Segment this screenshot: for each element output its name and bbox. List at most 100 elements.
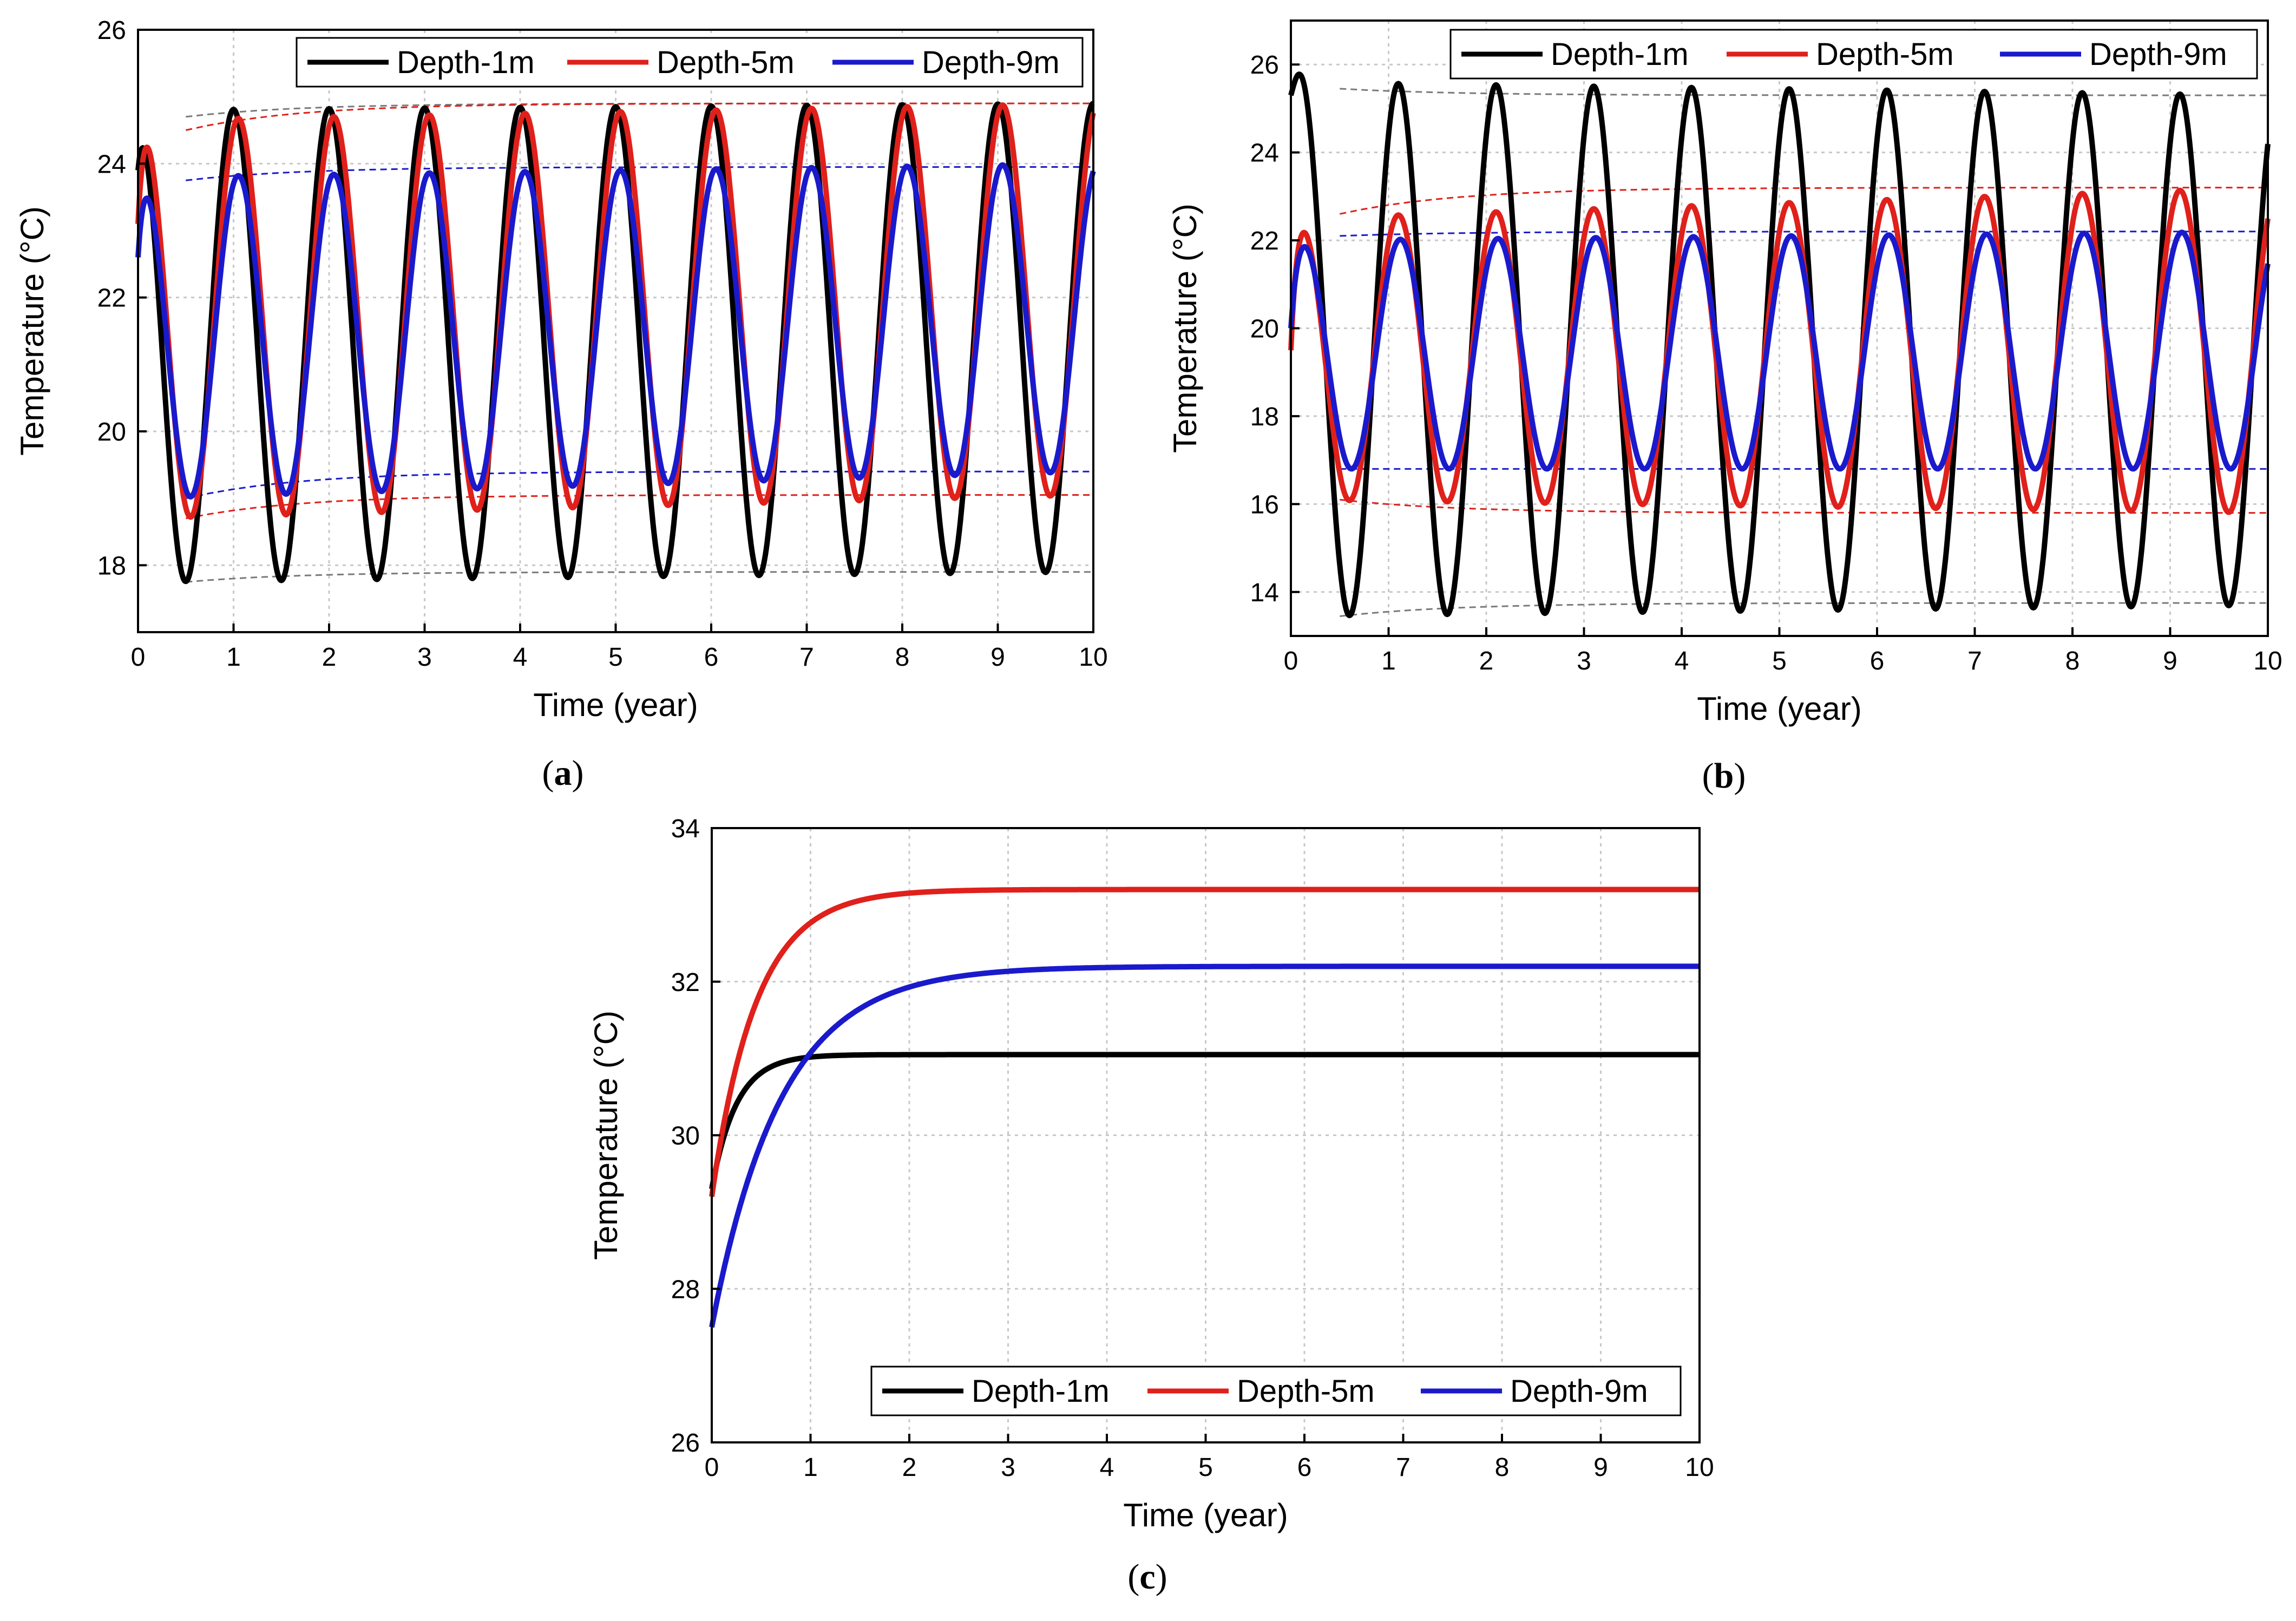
x-tick-label-7: 7 — [1967, 647, 1982, 675]
x-tick-label-2: 2 — [902, 1453, 917, 1482]
y-axis-title-b: Temperature (°C) — [1167, 204, 1203, 453]
panel-caption-letter-b: b — [1714, 756, 1734, 796]
legend-label-depth-9m-a: Depth-9m — [922, 45, 1060, 80]
x-tick-label-6: 6 — [704, 643, 719, 672]
x-tick-label-1: 1 — [1381, 647, 1396, 675]
envelope-line-a-3 — [186, 494, 1093, 520]
envelope-line-a-0 — [186, 102, 1093, 118]
x-tick-label-7: 7 — [1396, 1453, 1411, 1482]
legend-box-a — [296, 37, 1084, 88]
legend-label-depth-9m-c: Depth-9m — [1510, 1374, 1648, 1409]
x-tick-label-0: 0 — [1284, 647, 1298, 675]
y-tick-label-34: 34 — [671, 815, 700, 843]
x-tick-label-2: 2 — [1479, 647, 1494, 675]
x-tick-label-9: 9 — [1593, 1453, 1608, 1482]
x-tick-label-6: 6 — [1870, 647, 1885, 675]
series-line-depth-1m-c — [709, 1052, 1702, 1190]
x-tick-label-3: 3 — [417, 643, 432, 672]
y-tick-label-22: 22 — [97, 284, 126, 313]
legend-label-depth-1m-a: Depth-1m — [397, 45, 535, 80]
axis-ticks-a: 0 1 2 3 4 5 6 7 8 9 10 18 20 22 24 26 — [97, 16, 1108, 672]
x-axis-title-b: Time (year) — [1697, 691, 1861, 727]
grid-c — [712, 828, 1700, 1442]
y-tick-label-26: 26 — [1250, 51, 1279, 80]
y-tick-label-22: 22 — [1250, 227, 1279, 255]
x-tick-label-9: 9 — [2163, 647, 2177, 675]
panel-caption-a: (a) — [542, 753, 584, 793]
envelope-line-a-1 — [186, 571, 1093, 583]
series-line-depth-9m-b — [1288, 229, 2271, 472]
x-tick-label-9: 9 — [990, 643, 1005, 672]
legend-box-b — [1449, 29, 2258, 80]
y-tick-label-20: 20 — [1250, 315, 1279, 344]
legend-label-depth-5m-c: Depth-5m — [1237, 1374, 1375, 1409]
x-tick-label-10: 10 — [1079, 643, 1107, 672]
x-tick-label-6: 6 — [1297, 1453, 1312, 1482]
y-tick-label-16: 16 — [1250, 490, 1279, 519]
series-line-depth-9m-c — [709, 963, 1702, 1328]
series-line-depth-1m-b — [1288, 71, 2271, 619]
envelope-line-a-5 — [185, 470, 1093, 500]
x-tick-label-3: 3 — [1577, 647, 1591, 675]
envelope-line-b-0 — [1340, 88, 2268, 96]
y-tick-label-32: 32 — [671, 968, 700, 997]
axis-ticks-b: 0 1 2 3 4 5 6 7 8 9 10 14 16 18 20 22 24 26 — [1250, 51, 2282, 675]
series-line-depth-9m-a — [135, 162, 1096, 500]
y-tick-label-26: 26 — [97, 16, 126, 45]
x-tick-label-0: 0 — [705, 1453, 719, 1482]
y-tick-label-18: 18 — [97, 552, 126, 580]
y-tick-label-28: 28 — [671, 1275, 700, 1304]
envelope-line-b-3 — [1340, 498, 2268, 514]
y-tick-label-20: 20 — [97, 418, 126, 447]
series-line-depth-5m-b — [1288, 187, 2271, 515]
series-lines-b — [1288, 71, 2271, 619]
series-lines-c — [709, 887, 1702, 1328]
envelope-line-a-2 — [185, 102, 1093, 131]
x-axis-title-c: Time (year) — [1123, 1497, 1288, 1533]
series-lines-a — [135, 101, 1096, 585]
x-tick-label-10: 10 — [1685, 1453, 1714, 1482]
panel-caption-b: (b) — [1702, 756, 1746, 796]
x-tick-label-4: 4 — [513, 643, 528, 672]
x-tick-label-0: 0 — [131, 643, 146, 672]
y-axis-title-a: Temperature (°C) — [14, 206, 50, 456]
x-tick-label-4: 4 — [1675, 647, 1689, 675]
panel-caption-letter-c: c — [1139, 1557, 1155, 1597]
envelope-line-a-4 — [186, 166, 1093, 181]
legend-b: Depth-1m Depth-5m Depth-9m — [1449, 29, 2258, 80]
legend-a: Depth-1m Depth-5m Depth-9m — [296, 37, 1084, 88]
x-tick-label-8: 8 — [1495, 1453, 1510, 1482]
y-tick-label-24: 24 — [1250, 139, 1279, 168]
x-tick-label-8: 8 — [895, 643, 910, 672]
x-tick-label-2: 2 — [322, 643, 337, 672]
envelope-line-b-4 — [1340, 231, 2268, 237]
legend-label-depth-1m-c: Depth-1m — [972, 1374, 1110, 1409]
x-tick-label-5: 5 — [1772, 647, 1787, 675]
panel-caption-letter-a: a — [554, 753, 572, 793]
panel-caption-c: (c) — [1127, 1557, 1167, 1597]
x-tick-label-5: 5 — [608, 643, 623, 672]
y-tick-label-26: 26 — [671, 1429, 700, 1458]
chart-panel-b: 0 1 2 3 4 5 6 7 8 9 10 14 16 18 20 22 24 26 Time (year) T… — [1167, 19, 2282, 796]
legend-label-depth-1m-b: Depth-1m — [1551, 37, 1689, 72]
x-tick-label-1: 1 — [803, 1453, 818, 1482]
y-tick-label-30: 30 — [671, 1122, 700, 1151]
legend-c: Depth-1m Depth-5m Depth-9m — [870, 1366, 1682, 1416]
x-axis-title-a: Time (year) — [533, 687, 698, 723]
legend-label-depth-5m-b: Depth-5m — [1816, 37, 1954, 72]
legend-box-c — [870, 1366, 1682, 1416]
y-tick-label-14: 14 — [1250, 579, 1279, 607]
x-tick-label-10: 10 — [2253, 647, 2282, 675]
envelope-line-b-1 — [1340, 602, 2268, 617]
y-tick-label-24: 24 — [97, 150, 126, 179]
chart-panel-a: 0 1 2 3 4 5 6 7 8 9 10 18 20 22 24 26 Time (year) Tempe… — [14, 16, 1108, 793]
x-tick-label-8: 8 — [2065, 647, 2080, 675]
legend-label-depth-9m-b: Depth-9m — [2089, 37, 2227, 72]
series-line-depth-5m-c — [709, 887, 1702, 1197]
envelopes-a — [185, 102, 1093, 583]
x-tick-label-7: 7 — [799, 643, 814, 672]
legend-label-depth-5m-a: Depth-5m — [657, 45, 795, 80]
